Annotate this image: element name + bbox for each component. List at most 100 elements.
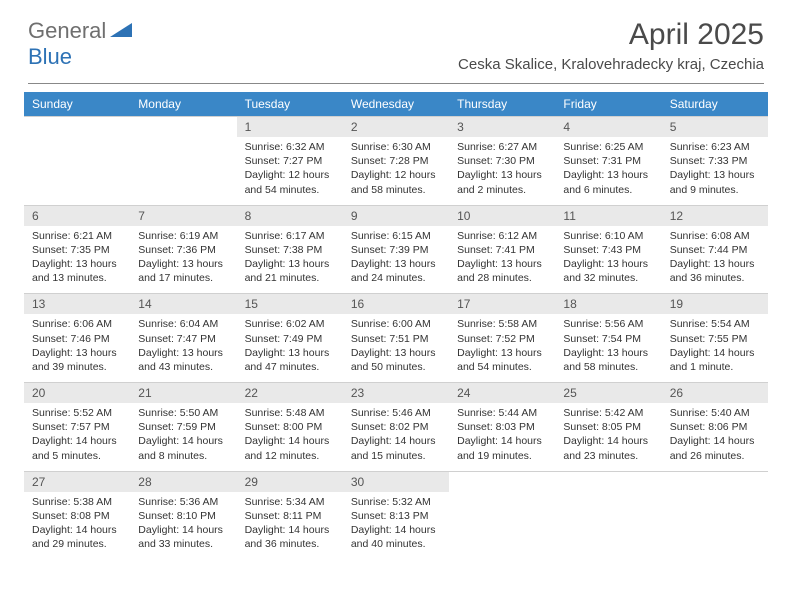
day-data-cell: Sunrise: 6:32 AMSunset: 7:27 PMDaylight:… bbox=[237, 137, 343, 205]
day-data-cell bbox=[555, 492, 661, 560]
day-number-cell: 6 bbox=[24, 205, 130, 226]
daynum-row: 20212223242526 bbox=[24, 383, 768, 404]
day-data-cell: Sunrise: 5:42 AMSunset: 8:05 PMDaylight:… bbox=[555, 403, 661, 471]
day-data-cell: Sunrise: 5:34 AMSunset: 8:11 PMDaylight:… bbox=[237, 492, 343, 560]
day-number-cell: 8 bbox=[237, 205, 343, 226]
day-number-cell: 4 bbox=[555, 117, 661, 138]
sunrise-text: Sunrise: 6:25 AM bbox=[563, 140, 653, 154]
daydata-row: Sunrise: 5:38 AMSunset: 8:08 PMDaylight:… bbox=[24, 492, 768, 560]
daylight-text: Daylight: 12 hours and 58 minutes. bbox=[351, 168, 441, 196]
logo: General bbox=[28, 18, 134, 44]
daylight-text: Daylight: 14 hours and 8 minutes. bbox=[138, 434, 228, 462]
day-number-cell: 5 bbox=[662, 117, 768, 138]
daylight-text: Daylight: 14 hours and 23 minutes. bbox=[563, 434, 653, 462]
day-data-cell: Sunrise: 5:38 AMSunset: 8:08 PMDaylight:… bbox=[24, 492, 130, 560]
logo-triangle-icon bbox=[110, 21, 132, 42]
day-data-cell bbox=[662, 492, 768, 560]
day-number-cell: 21 bbox=[130, 383, 236, 404]
day-number: 14 bbox=[138, 297, 151, 311]
day-data-cell: Sunrise: 5:58 AMSunset: 7:52 PMDaylight:… bbox=[449, 314, 555, 382]
day-data-cell bbox=[24, 137, 130, 205]
daylight-text: Daylight: 13 hours and 54 minutes. bbox=[457, 346, 547, 374]
day-number: 13 bbox=[32, 297, 45, 311]
sunset-text: Sunset: 7:35 PM bbox=[32, 243, 122, 257]
day-number: 8 bbox=[245, 209, 252, 223]
day-number-cell: 27 bbox=[24, 471, 130, 492]
daydata-row: Sunrise: 5:52 AMSunset: 7:57 PMDaylight:… bbox=[24, 403, 768, 471]
day-number: 22 bbox=[245, 386, 258, 400]
day-number-cell: 17 bbox=[449, 294, 555, 315]
sunset-text: Sunset: 8:13 PM bbox=[351, 509, 441, 523]
day-number-cell: 1 bbox=[237, 117, 343, 138]
day-number: 23 bbox=[351, 386, 364, 400]
day-data-cell: Sunrise: 5:36 AMSunset: 8:10 PMDaylight:… bbox=[130, 492, 236, 560]
sunset-text: Sunset: 8:00 PM bbox=[245, 420, 335, 434]
sunrise-text: Sunrise: 6:04 AM bbox=[138, 317, 228, 331]
day-data-cell: Sunrise: 6:06 AMSunset: 7:46 PMDaylight:… bbox=[24, 314, 130, 382]
day-data-cell: Sunrise: 6:30 AMSunset: 7:28 PMDaylight:… bbox=[343, 137, 449, 205]
day-data-cell: Sunrise: 5:54 AMSunset: 7:55 PMDaylight:… bbox=[662, 314, 768, 382]
day-number-cell: 18 bbox=[555, 294, 661, 315]
sunrise-text: Sunrise: 6:12 AM bbox=[457, 229, 547, 243]
day-data-cell: Sunrise: 5:48 AMSunset: 8:00 PMDaylight:… bbox=[237, 403, 343, 471]
day-data-cell: Sunrise: 6:08 AMSunset: 7:44 PMDaylight:… bbox=[662, 226, 768, 294]
sunset-text: Sunset: 7:52 PM bbox=[457, 332, 547, 346]
day-number-cell bbox=[130, 117, 236, 138]
daynum-row: 27282930 bbox=[24, 471, 768, 492]
day-number: 10 bbox=[457, 209, 470, 223]
sunset-text: Sunset: 7:57 PM bbox=[32, 420, 122, 434]
day-header-row: Sunday Monday Tuesday Wednesday Thursday… bbox=[24, 92, 768, 117]
day-number: 27 bbox=[32, 475, 45, 489]
day-data-cell: Sunrise: 6:12 AMSunset: 7:41 PMDaylight:… bbox=[449, 226, 555, 294]
sunrise-text: Sunrise: 6:06 AM bbox=[32, 317, 122, 331]
day-number-cell: 14 bbox=[130, 294, 236, 315]
daylight-text: Daylight: 14 hours and 1 minute. bbox=[670, 346, 760, 374]
day-number: 3 bbox=[457, 120, 464, 134]
day-number: 25 bbox=[563, 386, 576, 400]
day-number: 29 bbox=[245, 475, 258, 489]
day-data-cell: Sunrise: 5:46 AMSunset: 8:02 PMDaylight:… bbox=[343, 403, 449, 471]
sunrise-text: Sunrise: 6:30 AM bbox=[351, 140, 441, 154]
logo-text-blue: Blue bbox=[28, 44, 72, 69]
daylight-text: Daylight: 14 hours and 15 minutes. bbox=[351, 434, 441, 462]
sunrise-text: Sunrise: 5:32 AM bbox=[351, 495, 441, 509]
sunrise-text: Sunrise: 5:36 AM bbox=[138, 495, 228, 509]
sunrise-text: Sunrise: 5:42 AM bbox=[563, 406, 653, 420]
day-number: 28 bbox=[138, 475, 151, 489]
day-header: Friday bbox=[555, 92, 661, 117]
day-number: 2 bbox=[351, 120, 358, 134]
daylight-text: Daylight: 14 hours and 40 minutes. bbox=[351, 523, 441, 551]
day-data-cell: Sunrise: 6:23 AMSunset: 7:33 PMDaylight:… bbox=[662, 137, 768, 205]
sunrise-text: Sunrise: 5:56 AM bbox=[563, 317, 653, 331]
day-number-cell: 16 bbox=[343, 294, 449, 315]
sunset-text: Sunset: 7:28 PM bbox=[351, 154, 441, 168]
day-data-cell: Sunrise: 5:50 AMSunset: 7:59 PMDaylight:… bbox=[130, 403, 236, 471]
sunrise-text: Sunrise: 5:58 AM bbox=[457, 317, 547, 331]
sunset-text: Sunset: 7:51 PM bbox=[351, 332, 441, 346]
daydata-row: Sunrise: 6:21 AMSunset: 7:35 PMDaylight:… bbox=[24, 226, 768, 294]
sunrise-text: Sunrise: 6:23 AM bbox=[670, 140, 760, 154]
daylight-text: Daylight: 14 hours and 33 minutes. bbox=[138, 523, 228, 551]
sunset-text: Sunset: 7:38 PM bbox=[245, 243, 335, 257]
day-header: Saturday bbox=[662, 92, 768, 117]
day-data-cell: Sunrise: 5:40 AMSunset: 8:06 PMDaylight:… bbox=[662, 403, 768, 471]
day-data-cell: Sunrise: 6:02 AMSunset: 7:49 PMDaylight:… bbox=[237, 314, 343, 382]
day-number-cell bbox=[555, 471, 661, 492]
day-number-cell: 24 bbox=[449, 383, 555, 404]
daydata-row: Sunrise: 6:32 AMSunset: 7:27 PMDaylight:… bbox=[24, 137, 768, 205]
sunset-text: Sunset: 8:11 PM bbox=[245, 509, 335, 523]
sunrise-text: Sunrise: 5:34 AM bbox=[245, 495, 335, 509]
day-number: 21 bbox=[138, 386, 151, 400]
day-number: 7 bbox=[138, 209, 145, 223]
daylight-text: Daylight: 14 hours and 19 minutes. bbox=[457, 434, 547, 462]
day-number-cell: 19 bbox=[662, 294, 768, 315]
day-number: 16 bbox=[351, 297, 364, 311]
day-number: 11 bbox=[563, 209, 575, 223]
sunset-text: Sunset: 8:02 PM bbox=[351, 420, 441, 434]
day-data-cell bbox=[449, 492, 555, 560]
sunset-text: Sunset: 8:03 PM bbox=[457, 420, 547, 434]
day-number-cell: 28 bbox=[130, 471, 236, 492]
sunset-text: Sunset: 7:33 PM bbox=[670, 154, 760, 168]
day-data-cell: Sunrise: 6:21 AMSunset: 7:35 PMDaylight:… bbox=[24, 226, 130, 294]
daydata-row: Sunrise: 6:06 AMSunset: 7:46 PMDaylight:… bbox=[24, 314, 768, 382]
